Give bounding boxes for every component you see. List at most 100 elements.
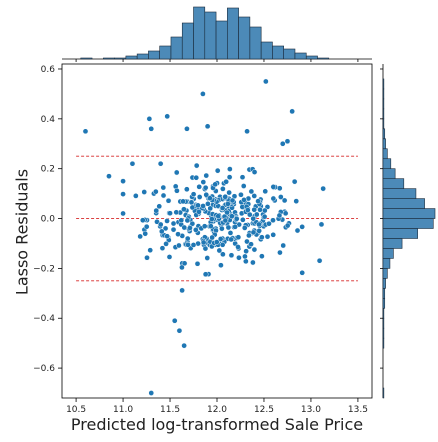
data-point <box>166 254 173 260</box>
y-hist-bar <box>382 288 386 299</box>
x-hist-bar <box>103 57 115 60</box>
y-tick-label: −0.2 <box>33 264 55 274</box>
data-point <box>218 262 224 269</box>
x-tick-label: 10.5 <box>66 405 86 415</box>
x-hist-bar <box>125 55 138 60</box>
data-point <box>164 113 171 120</box>
data-point <box>253 211 260 218</box>
x-hist-bar <box>181 22 194 60</box>
x-tick-label: 11.5 <box>160 405 180 415</box>
data-point <box>176 242 182 249</box>
data-point <box>259 234 265 241</box>
data-point <box>162 225 169 232</box>
data-point <box>212 181 219 188</box>
data-point <box>203 191 210 198</box>
data-point <box>241 225 248 231</box>
data-point <box>200 179 207 185</box>
data-point <box>129 160 136 167</box>
data-point <box>187 225 193 231</box>
data-point <box>120 178 126 184</box>
x-tick-label: 13.5 <box>348 405 368 415</box>
y-hist-bar <box>382 228 418 239</box>
y-hist-bar <box>382 238 403 249</box>
data-point <box>144 254 150 261</box>
data-point <box>170 220 177 227</box>
y-hist-bar <box>382 337 385 349</box>
data-point <box>194 260 201 267</box>
data-point <box>224 209 230 216</box>
data-point <box>143 223 150 230</box>
y-hist-bar <box>382 78 385 90</box>
x-tick-label: 12.0 <box>207 405 227 415</box>
data-point <box>242 253 248 260</box>
x-tick-label: 13.0 <box>301 405 321 415</box>
y-hist-bar <box>382 327 385 339</box>
x-hist-bar <box>170 36 183 60</box>
data-point <box>251 206 258 213</box>
x-axis-ticks: 10.5 11.0 11.5 12.0 12.5 13.0 13.5 <box>66 398 368 415</box>
data-point <box>120 210 126 217</box>
data-point <box>226 189 232 196</box>
data-point <box>181 206 187 213</box>
data-point <box>189 204 196 211</box>
x-hist-bar <box>148 50 160 60</box>
y-tick-label: 0.2 <box>41 165 55 175</box>
data-point <box>318 221 325 228</box>
x-hist-bar <box>238 16 251 60</box>
x-hist-bar <box>317 57 330 60</box>
y-hist-bar <box>382 317 385 329</box>
y-hist-bar <box>382 297 386 309</box>
data-point <box>195 202 201 209</box>
data-point <box>250 215 257 222</box>
data-point <box>261 207 268 214</box>
data-point <box>156 203 163 210</box>
y-hist-bar <box>382 128 386 140</box>
y-hist-bar <box>382 188 417 199</box>
y-axis-ticks: −0.6 −0.4 −0.2 0.0 0.2 0.4 0.6 <box>33 65 62 374</box>
y-hist-bar <box>382 168 396 179</box>
data-point <box>208 216 215 222</box>
data-point <box>184 235 191 242</box>
x-hist-bar <box>249 26 262 60</box>
x-hist-bar <box>204 11 217 60</box>
data-point <box>164 218 170 224</box>
data-point <box>174 187 180 194</box>
data-point <box>167 210 173 217</box>
data-point <box>183 186 190 193</box>
y-hist-bar <box>382 387 385 399</box>
data-point <box>213 239 220 245</box>
data-point <box>181 260 188 267</box>
y-hist-bar <box>382 218 434 229</box>
y-hist-bar <box>382 108 385 120</box>
data-point <box>251 193 258 199</box>
data-point <box>229 197 236 204</box>
data-point <box>171 317 178 324</box>
data-point <box>160 184 167 191</box>
data-point <box>190 191 197 198</box>
data-point <box>147 247 154 254</box>
data-point <box>224 201 231 207</box>
data-point <box>184 125 190 132</box>
data-point <box>203 172 210 179</box>
data-point <box>220 186 226 192</box>
y-hist-bar <box>382 118 385 130</box>
data-point <box>279 140 286 147</box>
data-point <box>120 191 126 197</box>
x-hist-bar <box>272 45 284 60</box>
data-point <box>181 224 188 231</box>
data-point <box>181 342 187 349</box>
data-point <box>216 247 223 254</box>
data-point <box>277 249 283 256</box>
data-point <box>207 195 213 202</box>
data-point <box>202 271 209 278</box>
data-point <box>222 193 229 200</box>
x-hist-bar <box>227 7 239 60</box>
data-point <box>200 91 206 97</box>
data-point <box>141 189 148 195</box>
data-point <box>170 226 177 233</box>
data-point <box>215 213 222 220</box>
data-point <box>219 225 225 232</box>
data-point <box>222 217 229 224</box>
data-point <box>146 115 153 122</box>
data-point <box>185 241 191 248</box>
